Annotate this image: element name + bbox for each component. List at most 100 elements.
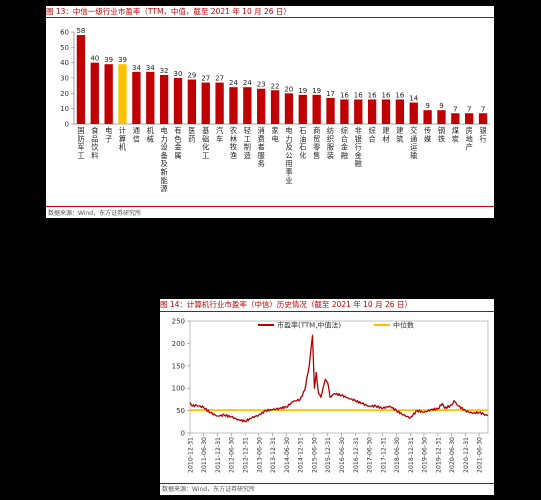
bar-category-char: 化: [299, 151, 306, 160]
bar-category-char: 备: [161, 151, 168, 160]
figure-13-panel: 图 13：中信一级行业市盈率（TTM，中值，截至 2021 年 10 月 26 …: [46, 6, 494, 218]
bar-category-char: 制: [244, 143, 251, 152]
bar-category-char: 料: [91, 151, 98, 160]
bar: [381, 99, 391, 124]
bar-category-char: 合: [341, 134, 348, 143]
bar-category-char: 及: [285, 143, 292, 152]
bar-value-label: 16: [382, 91, 391, 99]
bar: [340, 99, 349, 124]
bar-category-char: 公: [285, 151, 292, 160]
bar-category-label: 电子: [105, 126, 112, 143]
bar-value-label: 22: [271, 82, 280, 90]
bar-category-char: 医: [188, 126, 195, 135]
bar-category-char: 品: [91, 134, 98, 143]
bar-category-char: 服: [327, 143, 334, 152]
bar-category-label: 钢铁: [438, 126, 445, 143]
line-x-tick-label: 2010-12-31: [188, 437, 195, 473]
bar-value-label: 16: [340, 91, 349, 99]
bar-category-char: 力: [285, 134, 292, 143]
line-x-tick-label: 2013-12-31: [270, 437, 277, 473]
bar-value-label: 27: [201, 75, 210, 83]
bar-category-char: 电: [105, 126, 112, 135]
bar-value-label: 27: [215, 75, 224, 83]
bar: [243, 87, 252, 124]
bar-category-char: 车: [216, 134, 223, 143]
bar: [367, 99, 377, 124]
bar-y-tick-label: 0: [65, 121, 69, 129]
bar-category-char: 织: [327, 134, 334, 143]
bar-category-char: 油: [299, 134, 306, 143]
bar-category-char: 工: [77, 151, 84, 160]
bar: [312, 94, 321, 124]
bar-value-label: 34: [146, 64, 155, 72]
pe-series-line: [189, 334, 489, 423]
figure-13-rule: [46, 17, 494, 18]
bar-category-char: 轻: [244, 126, 251, 135]
bar-category-char: 工: [202, 151, 209, 160]
bar: [437, 110, 446, 124]
bar-category-char: 渔: [230, 151, 237, 160]
bar-category-char: 药: [188, 134, 195, 143]
figure-14-source: 数据来源：Wind，东方证券研究所: [162, 486, 256, 493]
bar-value-label: 7: [453, 105, 457, 113]
bar-value-label: 7: [467, 105, 471, 113]
bar-category-char: 机: [147, 126, 155, 135]
bar-category-char: 售: [313, 151, 320, 160]
line-x-tick-label: 2012-12-31: [243, 437, 250, 473]
bar-category-char: 及: [161, 159, 168, 168]
line-x-tick-label: 2021-06-30: [477, 437, 484, 473]
bar-category-char: 电: [161, 126, 168, 135]
bar-category-char: 机: [119, 143, 127, 152]
bar: [409, 102, 418, 124]
bar-category-char: 业: [285, 176, 292, 185]
bar: [201, 82, 210, 124]
bar-category-char: 综: [341, 126, 348, 135]
figure-14-title: 图 14：计算机行业市盈率（中信）历史情况（截至 2021 年 10 月 26 …: [160, 300, 412, 309]
bar: [229, 87, 238, 124]
line-x-tick-label: 2018-12-31: [408, 437, 415, 473]
bar-category-char: 金: [174, 143, 181, 152]
bar-category-char: 石: [299, 126, 306, 135]
bar-category-char: 银: [479, 126, 486, 135]
bar-category-char: 造: [244, 151, 251, 160]
bar-category-char: 石: [299, 143, 306, 152]
bar-category-char: 事: [285, 168, 292, 177]
bar-category-char: 钢: [438, 126, 445, 135]
bar: [90, 62, 99, 124]
bar-category-char: 工: [244, 134, 251, 143]
bar-category-char: 融: [355, 159, 362, 168]
bar-category-char: 纺: [327, 126, 334, 135]
bar-y-tick-label: 10: [60, 105, 69, 113]
bar-category-label: 建筑: [396, 126, 403, 143]
bar-category-char: 用: [285, 159, 292, 168]
bar: [423, 110, 432, 124]
line-x-tick-label: 2011-06-30: [201, 437, 208, 473]
figure-14-bottom-rule: [160, 483, 494, 484]
bar-category-char: 建: [396, 126, 403, 135]
bar: [104, 64, 113, 124]
bar: [354, 99, 363, 124]
bar-category-label: 机械: [147, 126, 155, 143]
bar-value-label: 39: [104, 56, 113, 64]
bar-category-label: 通信: [133, 126, 140, 143]
legend-median: 中位数: [374, 321, 414, 330]
line-y-tick-label: 150: [172, 362, 185, 370]
bar-y-tick-label: 60: [60, 29, 69, 37]
bar-category-char: 械: [147, 134, 154, 143]
bar-category-char: 贸: [313, 134, 320, 143]
bar-category-char: 通: [133, 126, 140, 135]
figure-14-rule: [160, 311, 494, 312]
bar-category-char: 炭: [452, 134, 459, 143]
bar-category-char: 非: [355, 126, 362, 135]
bar-value-label: 19: [298, 87, 307, 95]
bar-category-char: 设: [161, 143, 168, 152]
bar-category-char: 基: [202, 126, 209, 135]
bar-value-label: 30: [174, 70, 183, 78]
bar: [187, 79, 197, 124]
